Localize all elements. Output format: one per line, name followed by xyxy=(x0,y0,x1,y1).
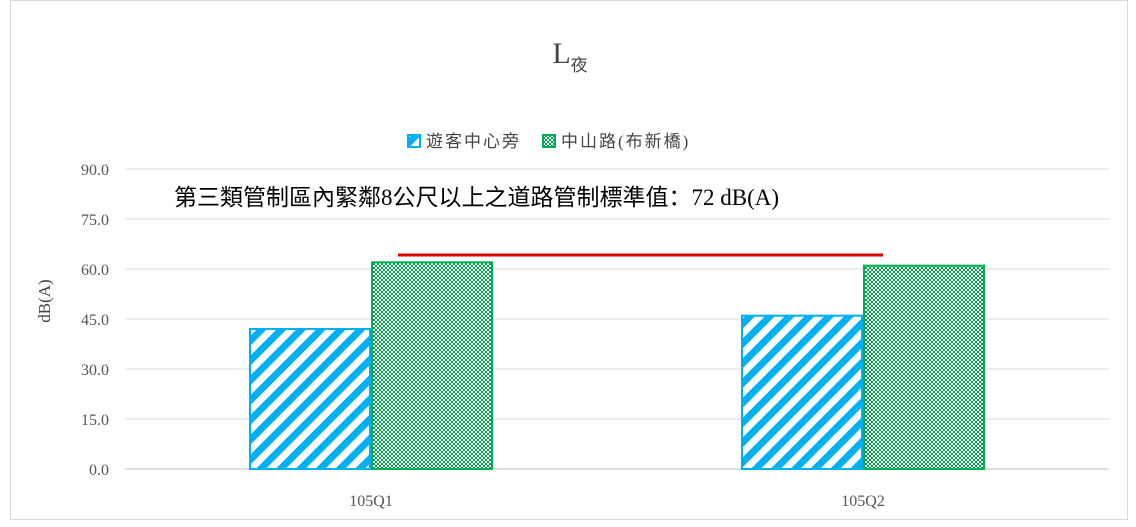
chart-title-text: L夜 xyxy=(552,37,587,75)
bar xyxy=(741,314,863,470)
x-axis-ticks: 105Q1 105Q2 xyxy=(349,493,885,510)
legend-swatch xyxy=(407,134,421,148)
chart-frame: L夜 遊客中心旁 中山路(布新橋) 0.0 15.0 30.0 45.0 60.0 75.0… xyxy=(10,0,1128,520)
y-tick-label: 60.0 xyxy=(81,262,109,279)
standard-line-annotation: 第三類管制區內緊鄰8公尺以上之道路管制標準值：72 dB(A) xyxy=(174,185,883,257)
chart-title-subscript: 夜 xyxy=(571,56,588,75)
bars xyxy=(249,261,985,471)
y-tick-label: 45.0 xyxy=(81,312,109,329)
bar-chart: L夜 遊客中心旁 中山路(布新橋) 0.0 15.0 30.0 45.0 60.0 75.0… xyxy=(35,37,1109,510)
legend-label: 中山路(布新橋) xyxy=(561,132,690,151)
y-tick-label: 75.0 xyxy=(81,212,109,229)
bar xyxy=(371,261,493,471)
chart-title-main: L xyxy=(552,37,570,70)
bar xyxy=(249,328,371,470)
bar xyxy=(863,264,985,470)
chart-title: L夜 xyxy=(552,37,587,75)
y-tick-label: 90.0 xyxy=(81,162,109,179)
x-tick-label: 105Q1 xyxy=(349,493,393,510)
y-tick-label: 0.0 xyxy=(89,462,109,479)
standard-label: 第三類管制區內緊鄰8公尺以上之道路管制標準值：72 dB(A) xyxy=(174,185,779,210)
legend: 遊客中心旁 中山路(布新橋) xyxy=(407,132,690,151)
legend-label: 遊客中心旁 xyxy=(426,132,521,151)
y-axis-ticks: 0.0 15.0 30.0 45.0 60.0 75.0 90.0 xyxy=(81,162,109,479)
x-tick-label: 105Q2 xyxy=(841,493,885,510)
legend-swatch xyxy=(542,134,556,148)
y-tick-label: 30.0 xyxy=(81,362,109,379)
y-axis-title: dB(A) xyxy=(35,279,54,322)
y-tick-label: 15.0 xyxy=(81,412,109,429)
